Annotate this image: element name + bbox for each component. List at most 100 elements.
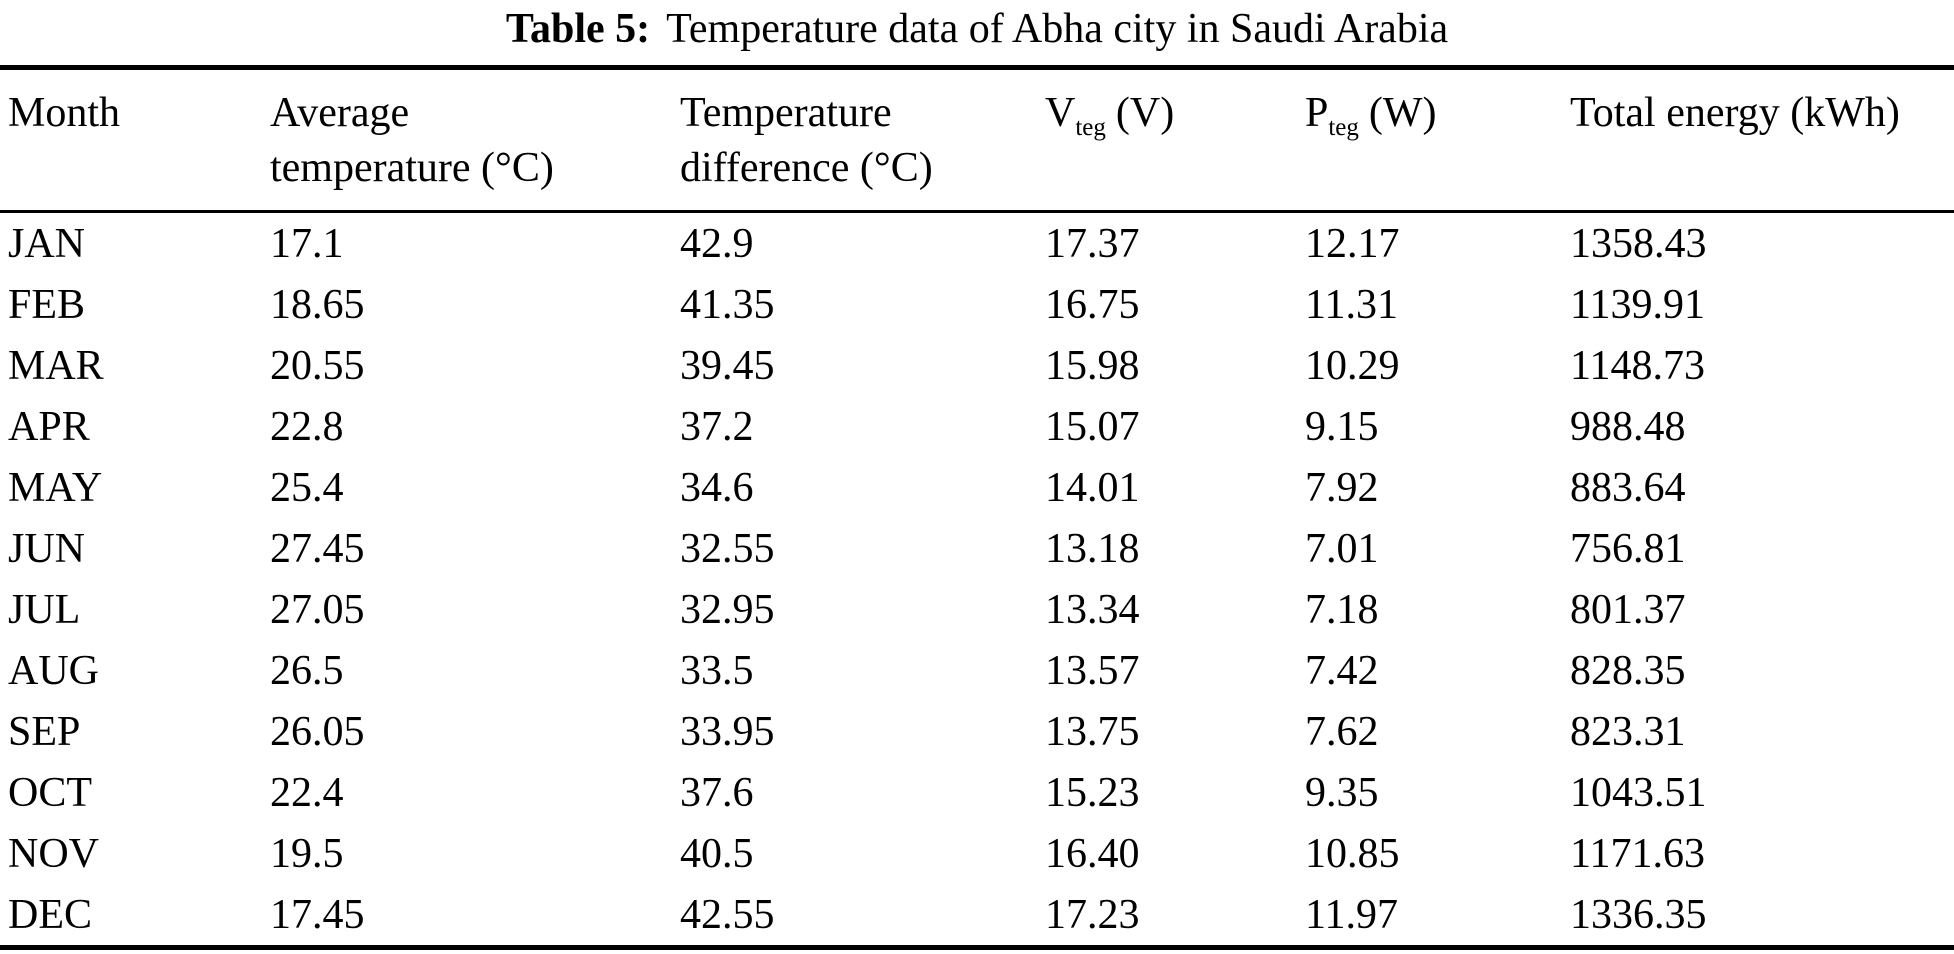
cell-temperature-difference: 32.55 <box>680 525 775 572</box>
cell-total-energy: 756.81 <box>1570 525 1686 572</box>
cell-month: MAR <box>8 342 104 389</box>
table-caption: Table 5: Temperature data of Abha city in… <box>0 0 1954 65</box>
cell-total-energy: 1139.91 <box>1570 281 1705 328</box>
cell-total-energy: 828.35 <box>1570 647 1686 694</box>
cell-total-energy: 823.31 <box>1570 708 1686 755</box>
cell-v-teg: 15.98 <box>1045 342 1140 389</box>
cell-p-teg: 10.29 <box>1305 342 1400 389</box>
temperature-data-table: Month Average temperature (°C) Temperatu… <box>0 65 1954 950</box>
cell-month: APR <box>8 403 90 450</box>
cell-average-temperature: 22.8 <box>270 403 344 450</box>
header-p-teg-symbol: P <box>1305 90 1329 136</box>
table-row: NOV 19.5 40.5 16.40 10.85 1171.63 <box>0 823 1954 884</box>
cell-month: OCT <box>8 769 92 816</box>
table-caption-title: Temperature data of Abha city in Saudi A… <box>666 6 1449 52</box>
table-row: DEC 17.45 42.55 17.23 11.97 1336.35 <box>0 884 1954 948</box>
cell-average-temperature: 19.5 <box>270 830 344 877</box>
cell-average-temperature: 27.05 <box>270 586 365 633</box>
cell-average-temperature: 27.45 <box>270 525 365 572</box>
table-row: JUN 27.45 32.55 13.18 7.01 756.81 <box>0 518 1954 579</box>
cell-average-temperature: 17.1 <box>270 220 344 267</box>
table-row: MAY 25.4 34.6 14.01 7.92 883.64 <box>0 457 1954 518</box>
cell-p-teg: 11.31 <box>1305 281 1398 328</box>
table-row: JUL 27.05 32.95 13.34 7.18 801.37 <box>0 579 1954 640</box>
cell-month: JAN <box>8 220 86 267</box>
cell-temperature-difference: 37.6 <box>680 769 754 816</box>
header-average-temperature: Average temperature (°C) <box>270 67 680 213</box>
header-temperature-difference-line2: difference (°C) <box>680 145 933 191</box>
cell-p-teg: 11.97 <box>1305 891 1398 938</box>
cell-p-teg: 10.85 <box>1305 830 1400 877</box>
header-average-temperature-line2: temperature (°C) <box>270 145 554 191</box>
cell-temperature-difference: 39.45 <box>680 342 775 389</box>
cell-temperature-difference: 42.55 <box>680 891 775 938</box>
cell-v-teg: 17.37 <box>1045 220 1140 267</box>
cell-v-teg: 13.18 <box>1045 525 1140 572</box>
table-row: MAR 20.55 39.45 15.98 10.29 1148.73 <box>0 335 1954 396</box>
table-header: Month Average temperature (°C) Temperatu… <box>0 67 1954 213</box>
cell-average-temperature: 26.05 <box>270 708 365 755</box>
cell-month: JUN <box>8 525 86 572</box>
cell-total-energy: 801.37 <box>1570 586 1686 633</box>
cell-total-energy: 1148.73 <box>1570 342 1705 389</box>
cell-average-temperature: 18.65 <box>270 281 365 328</box>
cell-average-temperature: 22.4 <box>270 769 344 816</box>
cell-average-temperature: 25.4 <box>270 464 344 511</box>
cell-total-energy: 1043.51 <box>1570 769 1707 816</box>
cell-p-teg: 7.42 <box>1305 647 1379 694</box>
cell-average-temperature: 17.45 <box>270 891 365 938</box>
table-row: APR 22.8 37.2 15.07 9.15 988.48 <box>0 396 1954 457</box>
cell-temperature-difference: 32.95 <box>680 586 775 633</box>
cell-temperature-difference: 42.9 <box>680 220 754 267</box>
cell-v-teg: 16.40 <box>1045 830 1140 877</box>
header-temperature-difference-line1: Temperature <box>680 90 892 136</box>
header-month: Month <box>0 67 270 213</box>
header-p-teg: Pteg (W) <box>1305 67 1570 213</box>
cell-p-teg: 7.62 <box>1305 708 1379 755</box>
cell-p-teg: 7.01 <box>1305 525 1379 572</box>
cell-p-teg: 9.35 <box>1305 769 1379 816</box>
cell-month: AUG <box>8 647 99 694</box>
cell-temperature-difference: 37.2 <box>680 403 754 450</box>
header-average-temperature-line1: Average <box>270 90 410 136</box>
table-caption-label: Table 5: <box>505 6 651 52</box>
cell-v-teg: 13.75 <box>1045 708 1140 755</box>
header-temperature-difference: Temperature difference (°C) <box>680 67 1045 213</box>
cell-v-teg: 15.23 <box>1045 769 1140 816</box>
header-p-teg-subscript: teg <box>1328 114 1359 141</box>
cell-temperature-difference: 41.35 <box>680 281 775 328</box>
header-v-teg-unit: (V) <box>1115 90 1175 136</box>
header-month-label: Month <box>8 90 121 136</box>
table-body: JAN 17.1 42.9 17.37 12.17 1358.43 FEB 18… <box>0 212 1954 948</box>
cell-month: MAY <box>8 464 103 511</box>
cell-month: NOV <box>8 830 99 877</box>
header-total-energy-label: Total energy (kWh) <box>1570 90 1900 136</box>
cell-month: DEC <box>8 891 92 938</box>
header-v-teg-subscript: teg <box>1075 114 1106 141</box>
cell-temperature-difference: 33.5 <box>680 647 754 694</box>
cell-total-energy: 1358.43 <box>1570 220 1707 267</box>
cell-total-energy: 1336.35 <box>1570 891 1707 938</box>
cell-total-energy: 883.64 <box>1570 464 1686 511</box>
cell-v-teg: 14.01 <box>1045 464 1140 511</box>
cell-p-teg: 7.18 <box>1305 586 1379 633</box>
header-p-teg-unit: (W) <box>1368 90 1437 136</box>
cell-v-teg: 16.75 <box>1045 281 1140 328</box>
table-row: OCT 22.4 37.6 15.23 9.35 1043.51 <box>0 762 1954 823</box>
cell-p-teg: 7.92 <box>1305 464 1379 511</box>
cell-month: FEB <box>8 281 86 328</box>
table-row: SEP 26.05 33.95 13.75 7.62 823.31 <box>0 701 1954 762</box>
cell-average-temperature: 26.5 <box>270 647 344 694</box>
cell-v-teg: 13.34 <box>1045 586 1140 633</box>
table-header-row: Month Average temperature (°C) Temperatu… <box>0 67 1954 213</box>
cell-total-energy: 1171.63 <box>1570 830 1705 877</box>
cell-p-teg: 12.17 <box>1305 220 1400 267</box>
cell-temperature-difference: 33.95 <box>680 708 775 755</box>
cell-v-teg: 15.07 <box>1045 403 1140 450</box>
table-row: JAN 17.1 42.9 17.37 12.17 1358.43 <box>0 212 1954 275</box>
cell-average-temperature: 20.55 <box>270 342 365 389</box>
table-row: AUG 26.5 33.5 13.57 7.42 828.35 <box>0 640 1954 701</box>
cell-temperature-difference: 34.6 <box>680 464 754 511</box>
header-total-energy: Total energy (kWh) <box>1570 67 1954 213</box>
cell-month: SEP <box>8 708 81 755</box>
